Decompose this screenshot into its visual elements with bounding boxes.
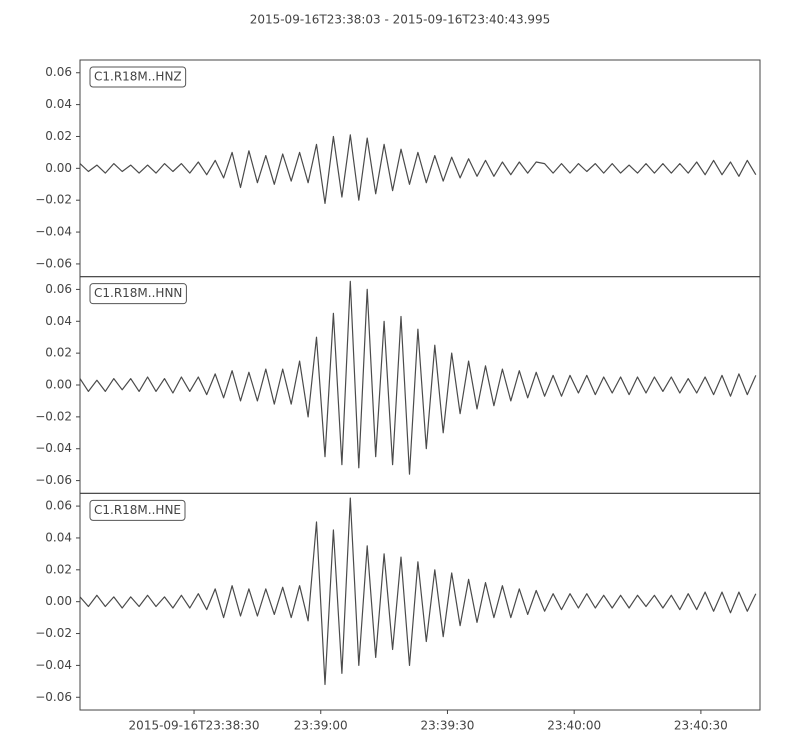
legend-box	[89, 66, 187, 88]
y-tick-label: 0.02	[45, 346, 72, 360]
y-tick-label: 0.06	[45, 499, 72, 513]
waveform	[79, 497, 757, 686]
axes-frame	[79, 492, 761, 711]
legend-box	[89, 499, 186, 521]
chart-title: 2015-09-16T23:38:03 - 2015-09-16T23:40:4…	[250, 13, 551, 27]
x-tick-label: 23:40:30	[674, 719, 728, 733]
x-tick-label: 23:39:00	[294, 719, 348, 733]
y-tick-label: −0.04	[35, 658, 72, 672]
y-tick-label: −0.02	[35, 409, 72, 423]
legend-label: C1.R18M..HNE	[94, 503, 181, 517]
y-tick-label: 0.06	[45, 282, 72, 296]
y-tick-label: −0.02	[35, 626, 72, 640]
x-tick-label: 2015-09-16T23:38:30	[129, 719, 260, 733]
legend-label: C1.R18M..HNZ	[94, 70, 182, 84]
y-tick-label: −0.02	[35, 193, 72, 207]
x-tick-label: 23:39:30	[421, 719, 475, 733]
y-tick-label: −0.04	[35, 441, 72, 455]
legend-box	[89, 283, 187, 305]
y-tick-label: 0.02	[45, 129, 72, 143]
y-tick-label: 0.00	[45, 161, 72, 175]
y-tick-label: 0.06	[45, 65, 72, 79]
axes-frame	[79, 276, 761, 494]
y-tick-label: 0.02	[45, 562, 72, 576]
y-tick-label: 0.04	[45, 314, 72, 328]
y-tick-label: 0.00	[45, 594, 72, 608]
y-tick-label: −0.06	[35, 473, 72, 487]
y-tick-label: −0.06	[35, 690, 72, 704]
legend-label: C1.R18M..HNN	[94, 286, 182, 300]
y-tick-label: 0.04	[45, 530, 72, 544]
y-tick-label: −0.06	[35, 256, 72, 270]
waveform	[79, 280, 757, 475]
y-tick-label: 0.00	[45, 378, 72, 392]
y-tick-label: 0.04	[45, 97, 72, 111]
waveform	[79, 134, 757, 204]
y-tick-label: −0.04	[35, 225, 72, 239]
x-tick-label: 23:40:00	[547, 719, 601, 733]
